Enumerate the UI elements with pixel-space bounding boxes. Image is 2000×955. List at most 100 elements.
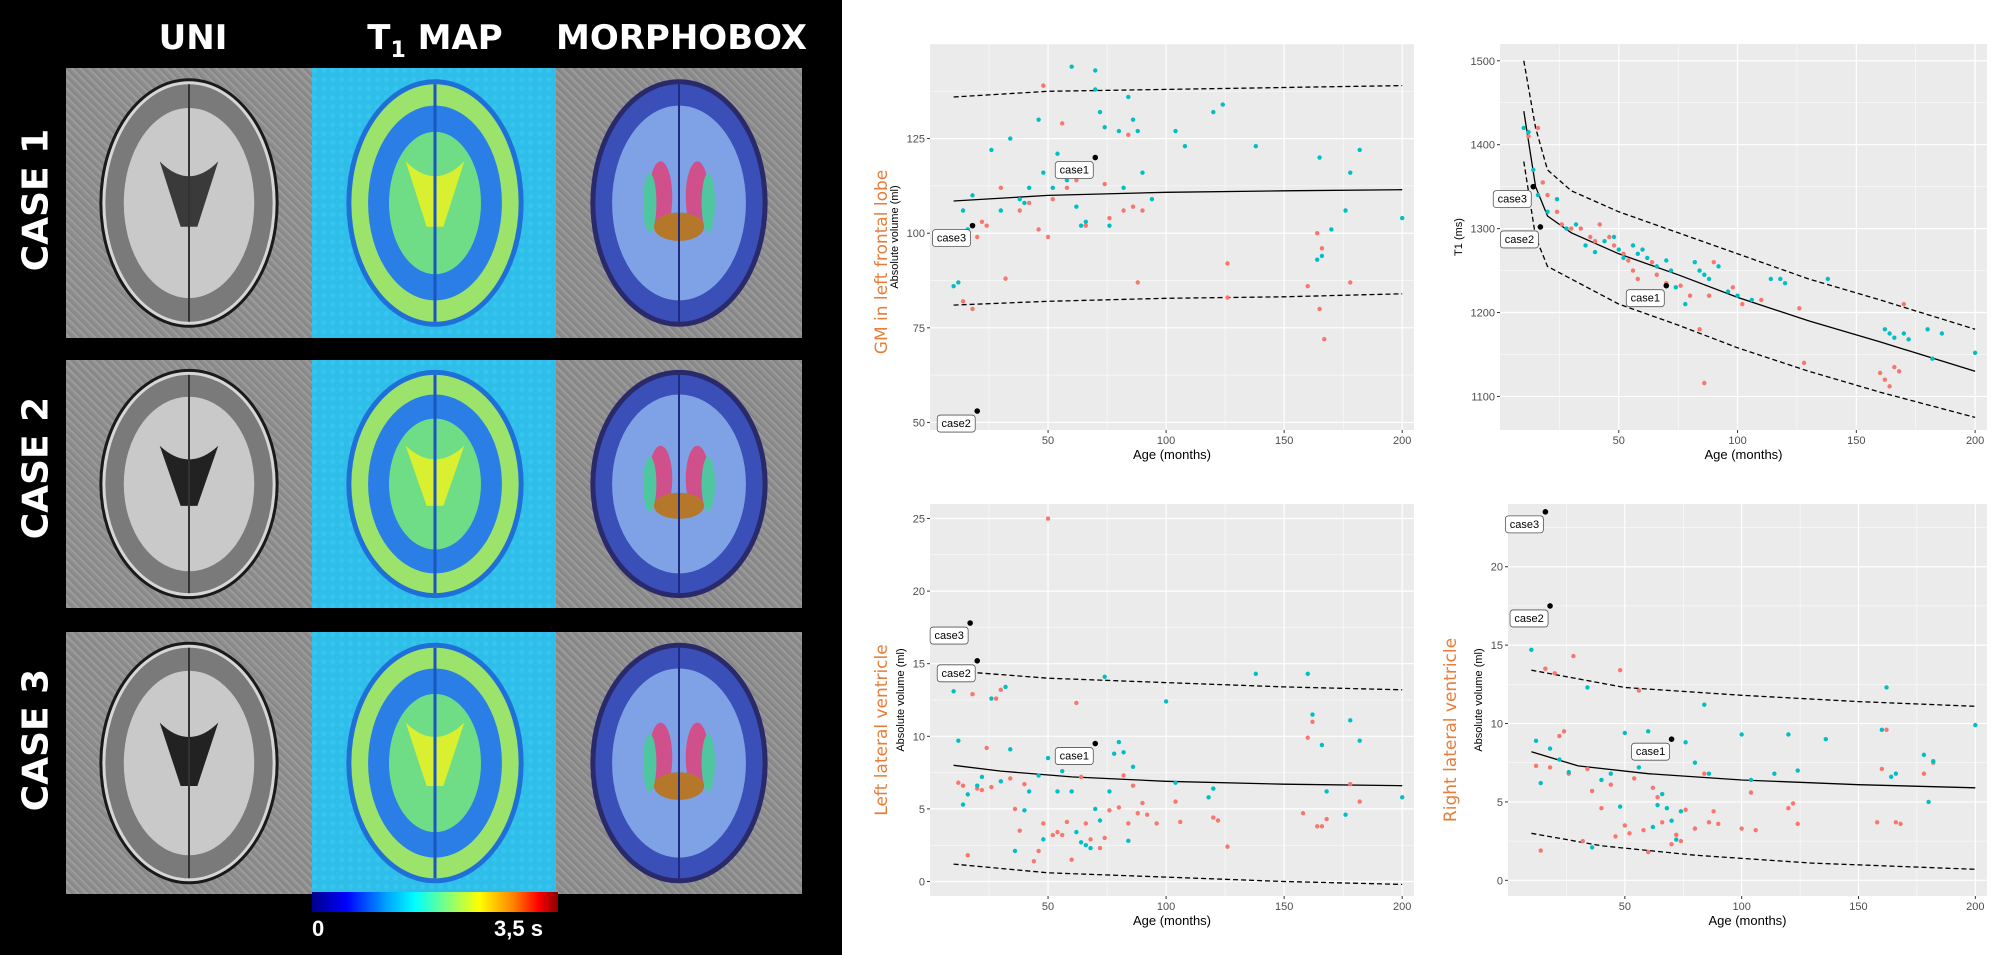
case-label-case1: case1: [1060, 165, 1089, 177]
data-point-series-0: [1305, 735, 1310, 740]
data-point-series-0: [993, 696, 999, 701]
lower-band-line: [953, 863, 1403, 886]
data-point-series-0: [1545, 192, 1550, 198]
data-point-series-0: [1538, 848, 1543, 853]
data-point-series-0: [1631, 776, 1637, 781]
data-point-series-0: [1140, 800, 1145, 806]
data-point-series-0: [1535, 125, 1541, 131]
chart-right-lateral-ventricle: 50 100 150 200 0 5 10 15 20 Age (months) Absolute …: [1422, 500, 1997, 950]
data-point-series-0: [1706, 820, 1712, 825]
data-point-series-1: [1093, 68, 1098, 73]
data-point-series-1: [979, 774, 985, 780]
data-point-series-1: [1107, 223, 1112, 228]
case-marker-case2: [974, 408, 981, 414]
data-point-series-0: [1036, 848, 1041, 854]
data-point-series-0: [1678, 283, 1683, 288]
data-point-series-0: [1102, 835, 1107, 841]
data-point-series-1: [1173, 780, 1178, 785]
case-label-case2: case2: [1514, 613, 1543, 625]
map-word: MAP: [417, 18, 503, 58]
data-point-series-1: [1097, 109, 1103, 115]
data-point-series-1: [1399, 215, 1405, 221]
data-point-series-0: [1571, 653, 1576, 659]
data-point-series-1: [1126, 838, 1131, 844]
data-point-series-1: [956, 280, 961, 285]
data-point-series-0: [1557, 733, 1562, 739]
data-point-series-1: [1749, 297, 1755, 303]
data-point-series-0: [1017, 828, 1022, 833]
data-point-series-1: [1357, 738, 1362, 743]
data-point-series-1: [1348, 170, 1353, 175]
data-point-series-1: [1055, 789, 1060, 794]
data-point-series-1: [1012, 848, 1018, 854]
case-marker-case1: [1663, 282, 1670, 289]
case-marker-case3: [1542, 509, 1549, 515]
chart-right-lateral-ventricle-svg: 50 100 150 200 0 5 10 15 20 Age (months) Absolute …: [1473, 504, 1987, 928]
data-point-series-1: [1906, 337, 1911, 342]
data-point-series-0: [1790, 801, 1796, 806]
data-point-series-1: [1083, 219, 1089, 225]
data-point-series-0: [1611, 243, 1617, 248]
data-point-series-1: [1116, 739, 1122, 745]
data-point-series-0: [1578, 226, 1583, 231]
data-point-series-1: [1253, 143, 1259, 149]
data-point-series-1: [1531, 167, 1536, 173]
data-point-series-1: [1116, 128, 1122, 134]
data-point-series-1: [998, 208, 1004, 213]
data-point-series-0: [1674, 832, 1679, 838]
x-axis-label: Age (months): [1704, 447, 1782, 462]
data-point-series-0: [979, 219, 985, 225]
data-point-series-1: [1399, 795, 1405, 800]
case-label-box-case3: [932, 229, 971, 248]
t1-letter: T: [367, 18, 391, 58]
data-point-series-0: [1225, 844, 1230, 849]
data-point-series-0: [1650, 785, 1656, 791]
colorbar-max-label: 3,5 s: [494, 916, 543, 941]
data-point-series-0: [1678, 838, 1684, 844]
data-point-series-1: [1343, 208, 1348, 213]
data-point-series-0: [1050, 832, 1055, 838]
data-point-series-1: [1111, 751, 1117, 756]
data-point-series-0: [1060, 121, 1065, 126]
data-point-series-0: [1716, 821, 1721, 827]
data-point-series-0: [1178, 819, 1183, 825]
data-point-series-0: [960, 299, 966, 304]
data-point-series-1: [1017, 196, 1022, 202]
data-point-series-1: [1889, 774, 1894, 780]
data-point-series-0: [1126, 132, 1131, 138]
t1-subscript: 1: [390, 37, 406, 63]
data-point-series-0: [1130, 204, 1136, 209]
y-tick-label: 1100: [1471, 391, 1495, 403]
data-point-series-1: [1045, 755, 1051, 761]
data-point-series-0: [1702, 380, 1707, 386]
data-point-series-0: [1882, 377, 1888, 382]
column-title-t1-map: T1 MAP: [312, 18, 558, 63]
data-point-series-1: [1319, 742, 1325, 748]
data-point-series-1: [1317, 155, 1322, 160]
data-point-series-0: [984, 745, 989, 751]
data-point-series-1: [1650, 824, 1656, 830]
data-point-series-1: [1795, 768, 1800, 773]
y-tick-label: 1300: [1471, 224, 1495, 236]
data-point-series-1: [1592, 249, 1598, 255]
x-tick-label: 200: [1966, 435, 1984, 447]
case-label-box-case1: [1054, 747, 1094, 765]
data-point-series-0: [1795, 821, 1800, 827]
data-point-series-1: [1972, 350, 1978, 355]
row-title-case3: CASE 3: [15, 668, 57, 812]
lower-band-line: [1523, 161, 1976, 419]
x-tick-label: 50: [1042, 901, 1054, 913]
data-point-series-1: [1173, 128, 1178, 134]
data-point-series-0: [1083, 223, 1089, 228]
x-tick-label: 100: [1732, 901, 1750, 913]
data-point-series-1: [1573, 222, 1579, 227]
data-point-series-1: [1022, 200, 1027, 206]
data-point-series-1: [1673, 285, 1678, 290]
data-point-series-1: [1640, 247, 1645, 252]
y-tick-label: 0: [1497, 875, 1503, 887]
case-marker-case3: [969, 222, 976, 229]
x-tick-label: 150: [1847, 435, 1865, 447]
data-point-series-1: [1097, 818, 1103, 823]
data-point-series-1: [998, 779, 1004, 784]
data-point-series-0: [1064, 185, 1070, 191]
